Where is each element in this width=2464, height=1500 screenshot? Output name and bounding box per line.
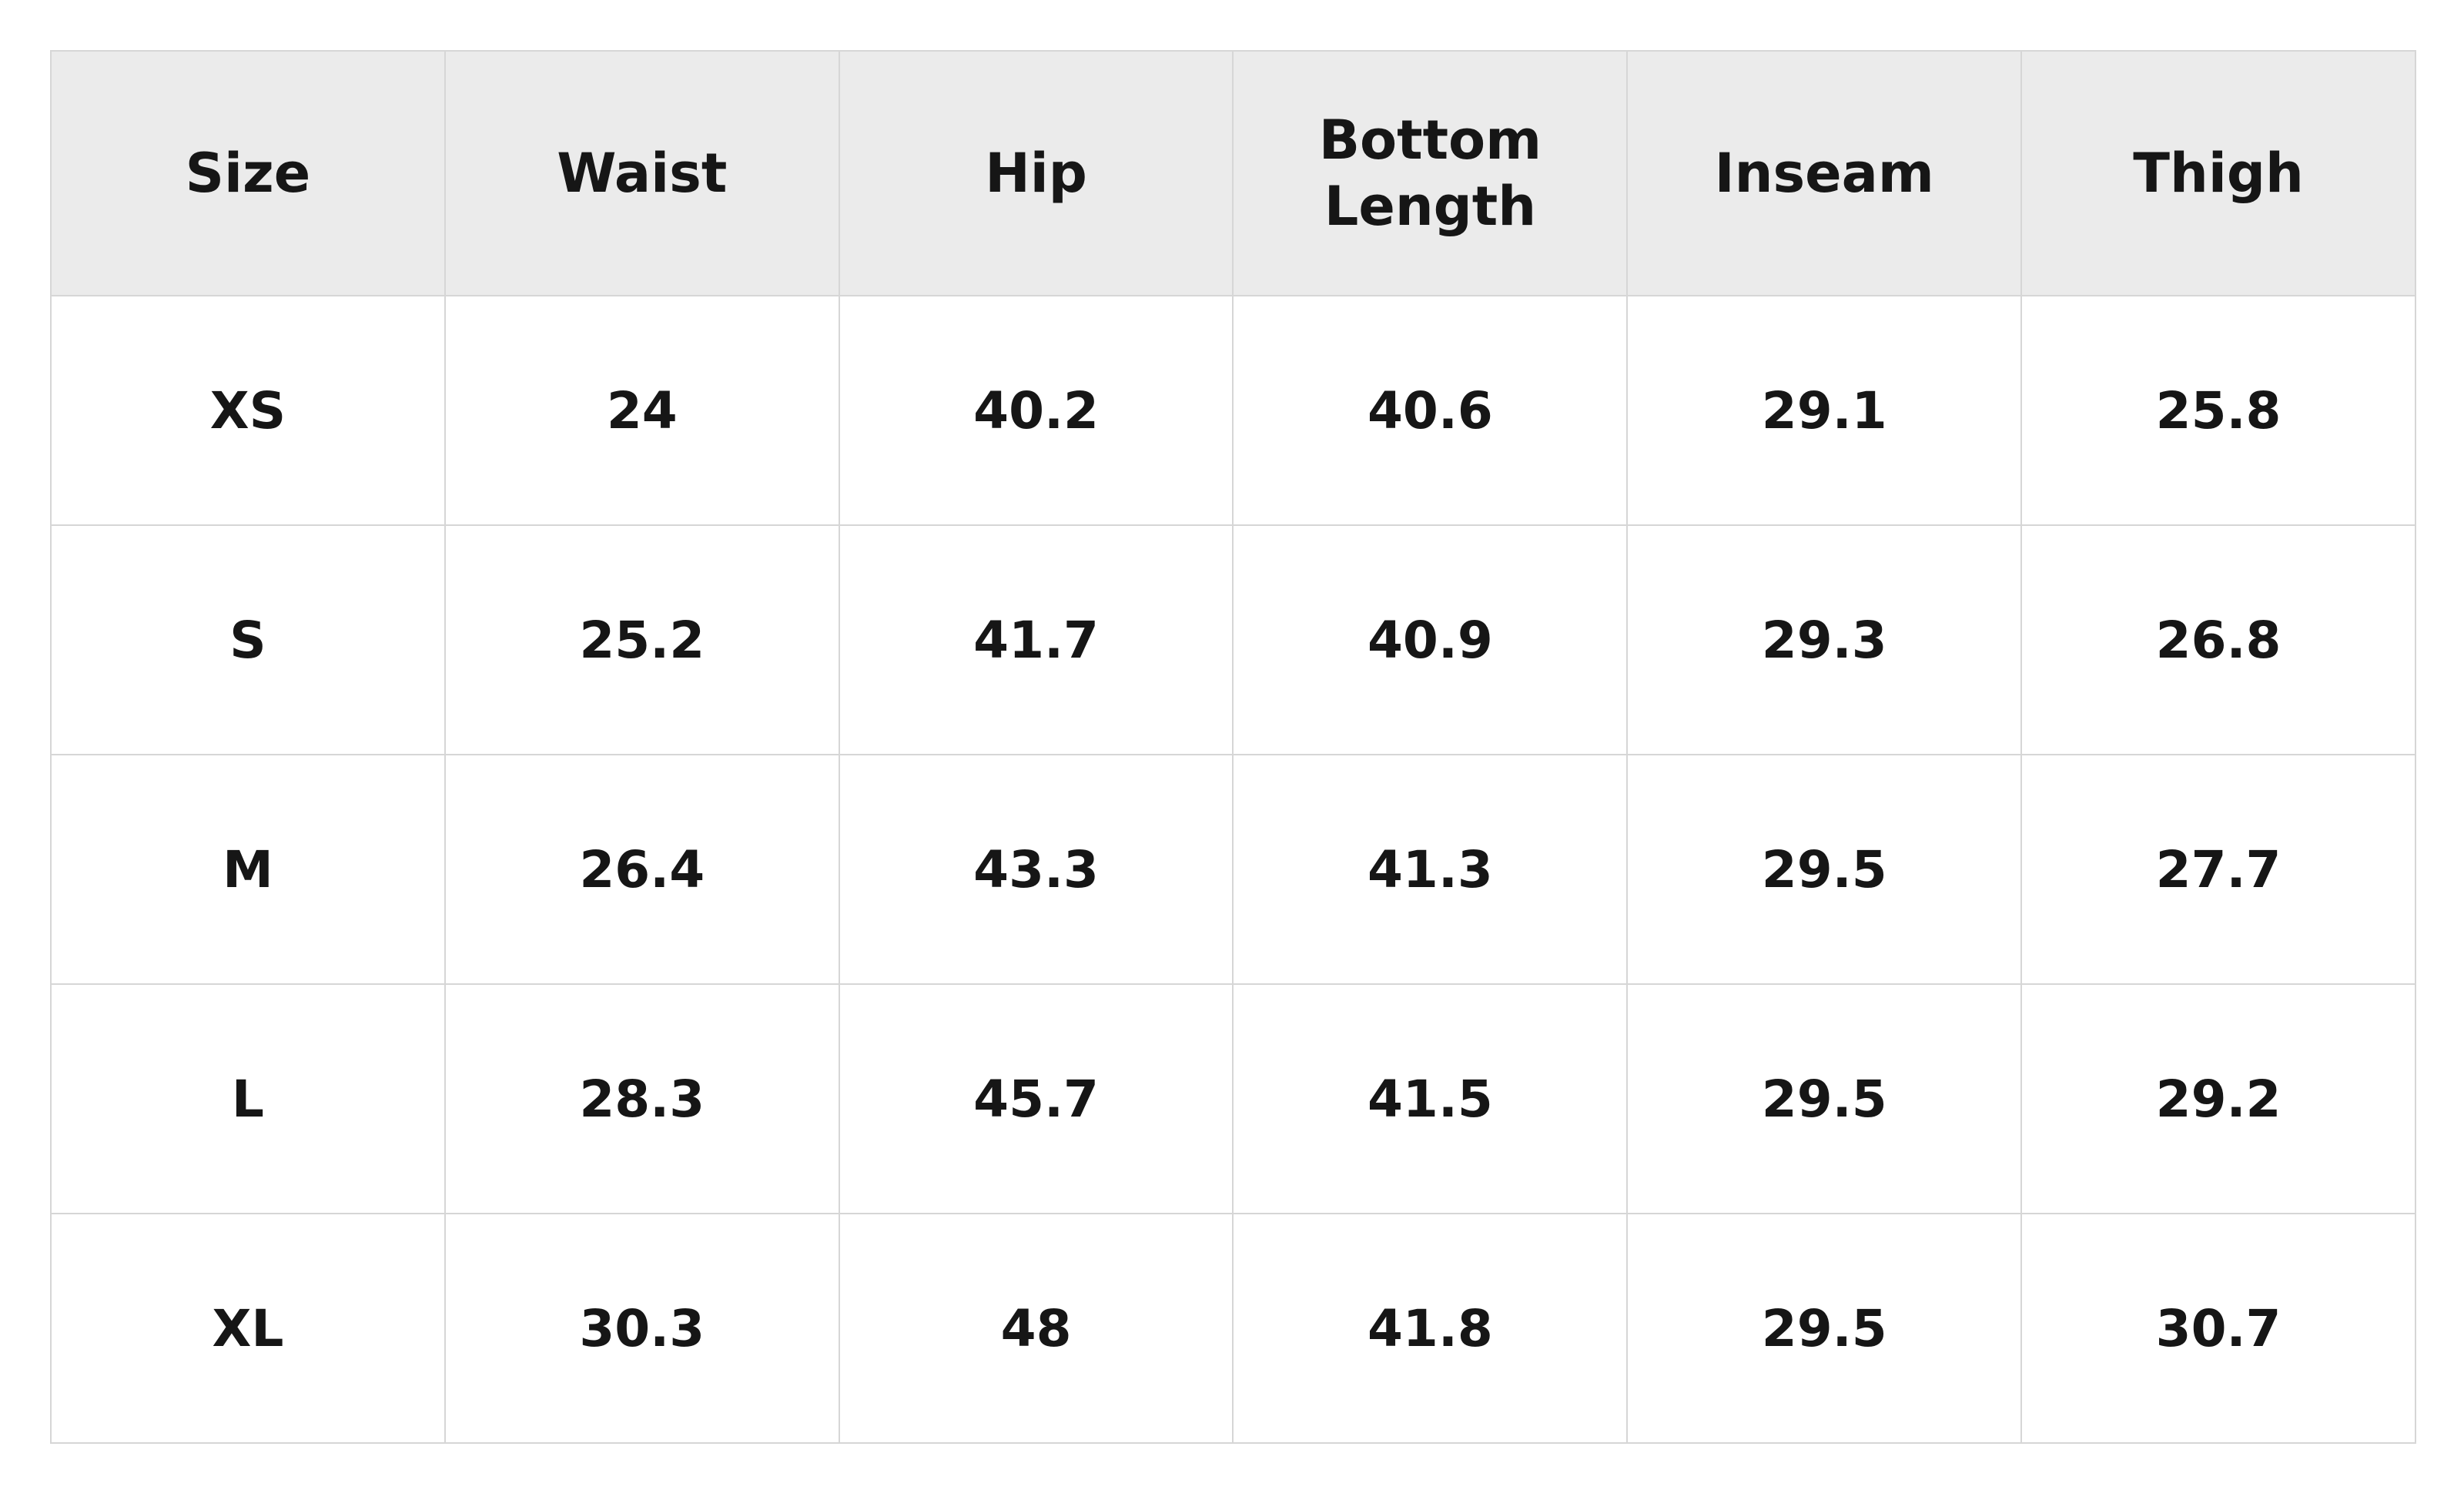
measurement-cell: 41.5: [1232, 983, 1629, 1214]
header-row: Size Waist Hip Bottom Length Inseam Thigh: [50, 50, 2416, 296]
size-cell: XS: [50, 295, 446, 526]
measurement-cell: 26.4: [444, 754, 840, 985]
measurement-cell: 41.8: [1232, 1213, 1629, 1444]
size-cell: L: [50, 983, 446, 1214]
column-header: Size: [50, 50, 446, 296]
measurement-cell: 27.7: [2020, 754, 2416, 985]
column-header: Waist: [444, 50, 840, 296]
size-chart-table: Size Waist Hip Bottom Length Inseam Thigh XS 2…: [50, 50, 2416, 1444]
column-header: Thigh: [2020, 50, 2416, 296]
measurement-cell: 41.3: [1232, 754, 1629, 985]
column-header: Bottom Length: [1232, 50, 1629, 296]
measurement-cell: 40.9: [1232, 524, 1629, 755]
measurement-cell: 25.2: [444, 524, 840, 755]
table-row: L 28.3 45.7 41.5 29.5 29.2: [50, 983, 2416, 1214]
measurement-cell: 45.7: [838, 983, 1234, 1214]
measurement-cell: 40.2: [838, 295, 1234, 526]
measurement-cell: 40.6: [1232, 295, 1629, 526]
table-header: Size Waist Hip Bottom Length Inseam Thigh: [50, 50, 2416, 296]
measurement-cell: 29.3: [1626, 524, 2023, 755]
measurement-cell: 29.2: [2020, 983, 2416, 1214]
measurement-cell: 48: [838, 1213, 1234, 1444]
measurement-cell: 29.5: [1626, 1213, 2023, 1444]
table-body: XS 24 40.2 40.6 29.1 25.8 S 25.2 41.7 40.9 29.3 26.…: [50, 295, 2416, 1444]
measurement-cell: 28.3: [444, 983, 840, 1214]
table-row: M 26.4 43.3 41.3 29.5 27.7: [50, 754, 2416, 985]
measurement-cell: 30.3: [444, 1213, 840, 1444]
measurement-cell: 26.8: [2020, 524, 2416, 755]
table-row: S 25.2 41.7 40.9 29.3 26.8: [50, 524, 2416, 755]
measurement-cell: 30.7: [2020, 1213, 2416, 1444]
measurement-cell: 29.1: [1626, 295, 2023, 526]
size-cell: M: [50, 754, 446, 985]
column-header: Hip: [838, 50, 1234, 296]
measurement-cell: 43.3: [838, 754, 1234, 985]
table-row: XL 30.3 48 41.8 29.5 30.7: [50, 1213, 2416, 1444]
size-cell: XL: [50, 1213, 446, 1444]
column-header: Inseam: [1626, 50, 2023, 296]
measurement-cell: 29.5: [1626, 983, 2023, 1214]
measurement-cell: 29.5: [1626, 754, 2023, 985]
measurement-cell: 25.8: [2020, 295, 2416, 526]
measurement-cell: 41.7: [838, 524, 1234, 755]
measurement-cell: 24: [444, 295, 840, 526]
table-row: XS 24 40.2 40.6 29.1 25.8: [50, 295, 2416, 526]
size-cell: S: [50, 524, 446, 755]
